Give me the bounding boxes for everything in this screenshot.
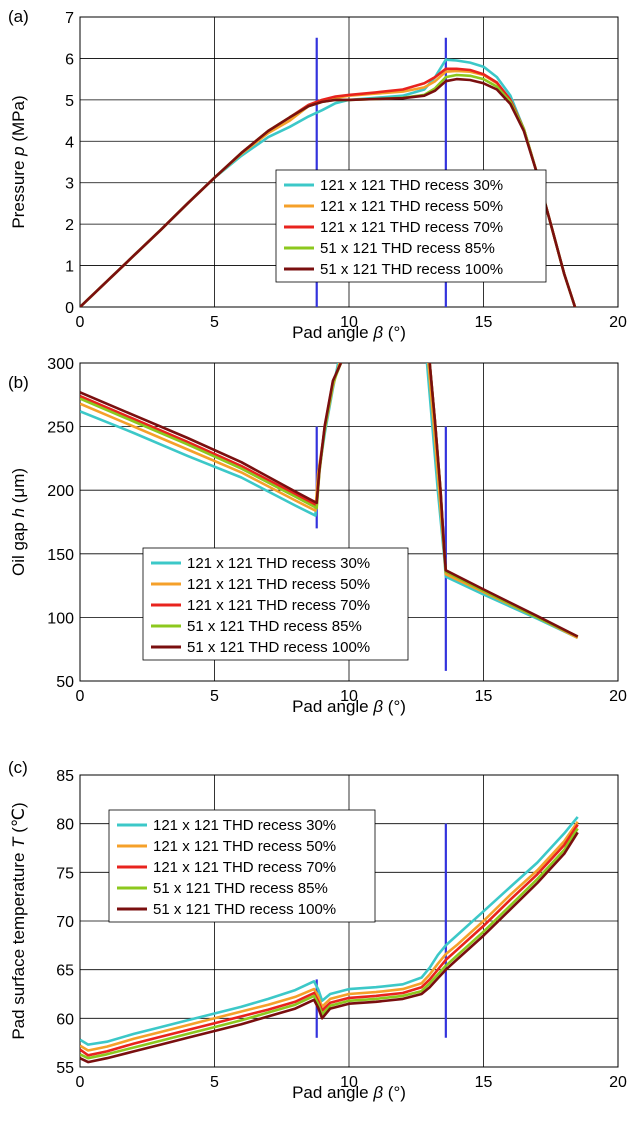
x-tick-label: 0	[76, 314, 85, 331]
x-tick-label: 0	[76, 688, 85, 705]
y-tick-label: 50	[56, 674, 74, 691]
legend-label: 51 x 121 THD recess 100%	[187, 639, 370, 656]
x-tick-label: 10	[340, 1074, 358, 1091]
y-tick-label: 60	[56, 1011, 74, 1028]
x-tick-label: 5	[210, 1074, 219, 1091]
x-axis-label: Pad angle β (°)	[292, 323, 406, 342]
x-tick-label: 20	[609, 314, 627, 331]
y-tick-label: 0	[65, 300, 74, 317]
legend-label: 121 x 121 THD recess 70%	[187, 597, 370, 614]
legend-box	[275, 169, 547, 283]
legend: 121 x 121 THD recess 30% 121 x 121 THD re…	[275, 169, 547, 283]
panel-label: (a)	[8, 7, 29, 26]
legend-label: 121 x 121 THD recess 30%	[153, 817, 336, 834]
x-tick-label: 15	[475, 688, 493, 705]
series-group	[80, 816, 579, 1064]
legend-label: 51 x 121 THD recess 85%	[320, 240, 495, 257]
x-tick-label: 20	[609, 1074, 627, 1091]
series-group	[80, 58, 577, 307]
y-tick-label: 200	[47, 483, 74, 500]
y-tick-label: 4	[65, 134, 74, 151]
y-tick-label: 250	[47, 420, 74, 437]
y-tick-label: 7	[65, 10, 74, 27]
series-line-1	[80, 820, 579, 1052]
series-line-2	[80, 823, 579, 1057]
x-tick-label: 15	[475, 1074, 493, 1091]
y-tick-label: 80	[56, 817, 74, 834]
panel-label: (b)	[8, 373, 29, 392]
y-tick-label: 65	[56, 963, 74, 980]
x-tick-label: 10	[340, 314, 358, 331]
x-axis-label: Pad angle β (°)	[292, 1083, 406, 1102]
legend-label: 51 x 121 THD recess 100%	[153, 901, 336, 918]
x-tick-label: 10	[340, 688, 358, 705]
plot-frame	[79, 16, 619, 308]
legend-label: 121 x 121 THD recess 50%	[187, 576, 370, 593]
legend: 121 x 121 THD recess 30% 121 x 121 THD re…	[142, 547, 409, 661]
y-axis-label: Pressure p (MPa)	[9, 95, 28, 228]
legend: 121 x 121 THD recess 30% 121 x 121 THD re…	[108, 809, 376, 923]
x-tick-label: 5	[210, 688, 219, 705]
y-tick-label: 2	[65, 217, 74, 234]
y-tick-label: 85	[56, 768, 74, 785]
y-tick-label: 1	[65, 259, 74, 276]
y-tick-label: 75	[56, 865, 74, 882]
y-axis-label: Pad surface temperature T (℃)	[9, 802, 28, 1039]
series-line-4	[80, 363, 579, 638]
y-tick-label: 150	[47, 547, 74, 564]
x-tick-label: 0	[76, 1074, 85, 1091]
y-tick-label: 55	[56, 1060, 74, 1077]
legend-label: 121 x 121 THD recess 70%	[320, 219, 503, 236]
legend-label: 51 x 121 THD recess 100%	[320, 261, 503, 278]
legend-label: 121 x 121 THD recess 70%	[153, 859, 336, 876]
legend-box	[142, 547, 409, 661]
x-tick-label: 15	[475, 314, 493, 331]
legend-label: 121 x 121 THD recess 50%	[320, 198, 503, 215]
y-tick-label: 300	[47, 356, 74, 373]
legend-label: 121 x 121 THD recess 30%	[187, 555, 370, 572]
chart-panel-2: 0 5 10 15 20 55 60 65 70 75 80 85 (c) Pad angle β (°)…	[8, 758, 627, 1102]
y-tick-label: 70	[56, 914, 74, 931]
chart-panel-1: 0 5 10 15 20 50 100 150 200 250 300 (b) Pad angle β …	[8, 356, 627, 716]
legend-label: 51 x 121 THD recess 85%	[187, 618, 362, 635]
panel-label: (c)	[8, 758, 28, 777]
plot-frame	[79, 362, 619, 682]
legend-label: 51 x 121 THD recess 85%	[153, 880, 328, 897]
legend-box	[108, 809, 376, 923]
series-line-0	[80, 816, 579, 1046]
series-line-3	[80, 827, 579, 1060]
y-tick-label: 3	[65, 176, 74, 193]
chart-panel-0: 0 5 10 15 20 0 1 2 3 4 5 6 7 (a) Pad angle β (°) Pressu…	[8, 7, 627, 342]
legend-label: 121 x 121 THD recess 30%	[320, 177, 503, 194]
y-tick-label: 100	[47, 610, 74, 627]
x-tick-label: 20	[609, 688, 627, 705]
plot-frame	[79, 774, 619, 1068]
x-tick-label: 5	[210, 314, 219, 331]
y-axis-label: Oil gap h (μm)	[9, 468, 28, 576]
legend-label: 121 x 121 THD recess 50%	[153, 838, 336, 855]
x-axis-label: Pad angle β (°)	[292, 697, 406, 716]
y-tick-label: 5	[65, 93, 74, 110]
series-line-4	[80, 831, 579, 1064]
series-line-4	[80, 77, 577, 307]
series-group	[80, 363, 579, 639]
y-tick-label: 6	[65, 51, 74, 68]
